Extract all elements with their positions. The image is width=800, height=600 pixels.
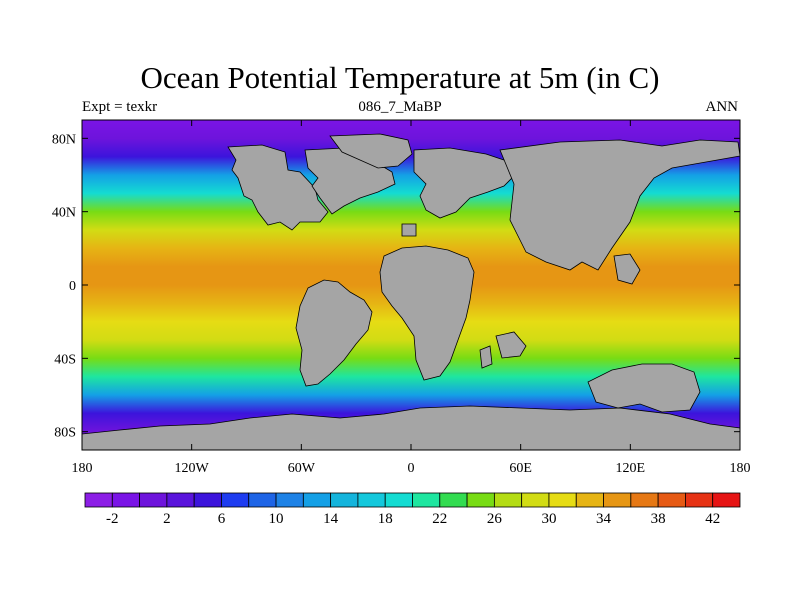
colorbar: -2 2 6 10 14 18 22 26 30 34 38 42: [84, 492, 741, 527]
colorbar-label: 26: [487, 511, 503, 527]
x-tick-label: 60E: [509, 461, 532, 476]
colorbar-swatch: [248, 492, 277, 508]
colorbar-swatch: [357, 492, 386, 508]
time-label: 086_7_MaBP: [358, 99, 442, 115]
colorbar-swatch: [221, 492, 250, 508]
x-tick-label: 120W: [175, 461, 210, 476]
colorbar-swatch: [548, 492, 577, 508]
chart-title: Ocean Potential Temperature at 5m (in C): [140, 60, 660, 95]
y-tick-label: 40N: [52, 206, 76, 221]
x-tick-label: 180: [730, 461, 751, 476]
colorbar-swatch: [193, 492, 222, 508]
land-australia: [587, 363, 701, 413]
land-africa: [379, 245, 475, 381]
experiment-label: Expt = texkr: [82, 99, 158, 115]
colorbar-swatch: [439, 492, 468, 508]
y-tick-label: 80S: [54, 426, 76, 441]
colorbar-swatch: [111, 492, 140, 508]
y-tick-label: 0: [69, 279, 76, 294]
colorbar-swatch: [466, 492, 495, 508]
land-greenland: [329, 133, 413, 169]
colorbar-swatch: [275, 492, 304, 508]
y-tick-label: 40S: [54, 352, 76, 367]
land-asia: [499, 139, 740, 271]
plot-area: [81, 119, 741, 451]
colorbar-swatch: [575, 492, 604, 508]
colorbar-label: -2: [106, 511, 119, 527]
colorbar-swatch: [712, 492, 741, 508]
land-india: [495, 331, 527, 359]
colorbar-swatch: [412, 492, 441, 508]
land-europe: [413, 147, 515, 219]
colorbar-label: 34: [596, 511, 612, 527]
x-tick-label: 0: [408, 461, 415, 476]
colorbar-swatch: [302, 492, 332, 508]
colorbar-swatch: [84, 492, 113, 508]
x-tick-label: 60W: [288, 461, 316, 476]
colorbar-swatch: [330, 492, 359, 508]
colorbar-label: 6: [218, 511, 226, 527]
colorbar-swatch: [139, 492, 168, 508]
land-north-america: [227, 144, 329, 231]
land-south-america: [295, 279, 373, 387]
land-antarctica: [82, 405, 740, 450]
colorbar-swatch: [493, 492, 523, 508]
colorbar-swatch: [166, 492, 195, 508]
season-label: ANN: [705, 99, 739, 115]
colorbar-swatch: [657, 492, 686, 508]
colorbar-label: 42: [705, 511, 720, 527]
colorbar-label: 2: [163, 511, 171, 527]
colorbar-label: 38: [651, 511, 666, 527]
x-tick-label: 120E: [616, 461, 646, 476]
colorbar-swatch: [630, 492, 659, 508]
land-small-island: [401, 223, 417, 237]
colorbar-swatch: [384, 492, 413, 508]
colorbar-label: 30: [541, 511, 556, 527]
colorbar-swatch: [603, 492, 632, 508]
colorbar-label: 14: [323, 511, 339, 527]
colorbar-label: 10: [269, 511, 284, 527]
colorbar-swatch: [685, 492, 714, 508]
y-tick-label: 80N: [52, 132, 76, 147]
axes: 180 120W 60W 0 60E 120E 180 80N 40N 0 40S 80S: [52, 120, 751, 476]
x-tick-label: 180: [72, 461, 93, 476]
colorbar-label: 18: [378, 511, 393, 527]
land-southeast-asia: [613, 253, 641, 285]
land-masses: [82, 133, 740, 450]
colorbar-swatch: [521, 492, 550, 508]
colorbar-label: 22: [432, 511, 447, 527]
land-madagascar: [479, 345, 493, 369]
